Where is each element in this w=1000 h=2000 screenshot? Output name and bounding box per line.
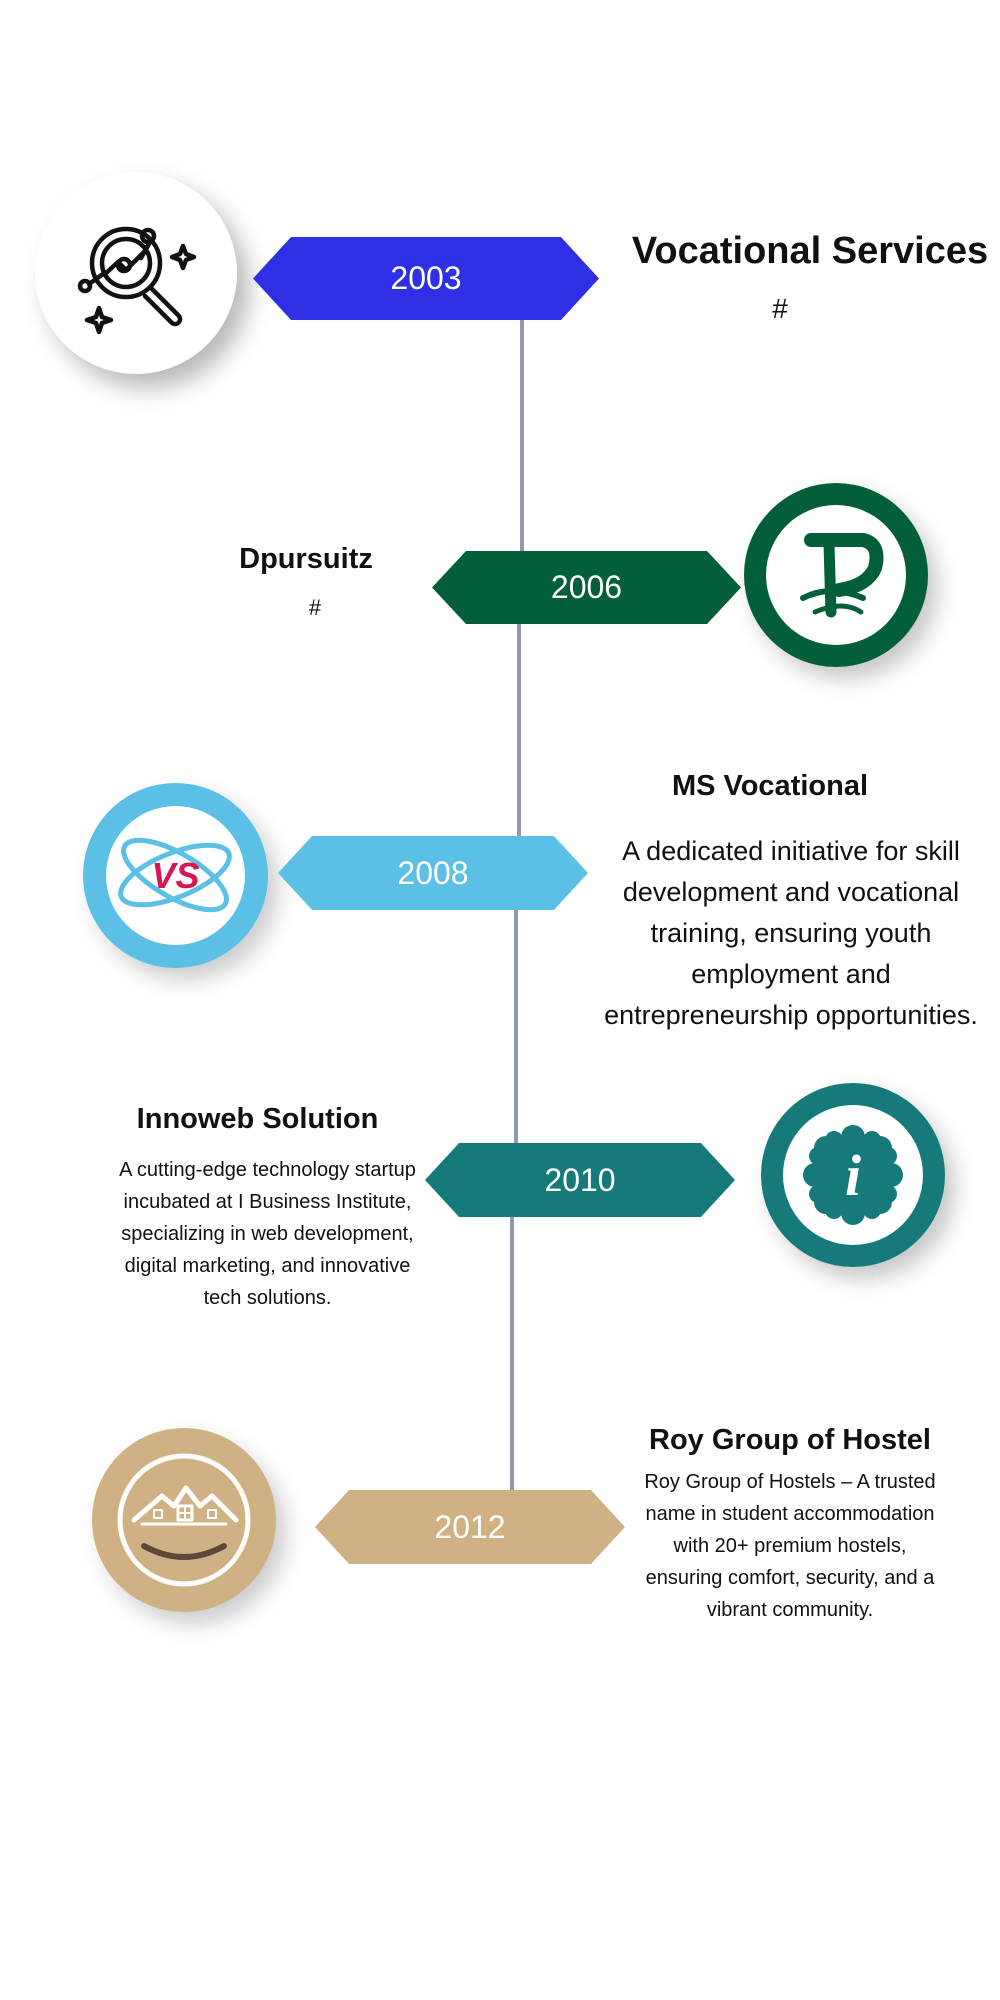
vs-logo-text: VS [151,854,200,896]
year-badge-2003: 2003 [253,237,599,320]
timeline-line-3 [514,908,518,1144]
info-letter: i [844,1142,862,1208]
year-label: 2003 [390,260,462,296]
year-label: 2008 [397,854,469,891]
entry-description: A dedicated initiative for skill develop… [604,836,978,1030]
entry-title-ms-vocational: MS Vocational [671,770,869,802]
entry-title-roy-group-of-hostel: Roy Group of Hostel [649,1424,931,1456]
houses-logo-icon [92,1428,276,1612]
entry-subtitle: # [308,595,322,620]
timeline-line-2 [517,622,521,846]
timeline-line-4 [510,1216,514,1492]
year-badge-2010: 2010 [425,1143,735,1217]
entry-subtitle: # [772,293,788,324]
vs-logo-icon: VS [83,783,268,968]
timeline-line-1 [520,318,524,558]
entry-description: A cutting-edge technology startup incuba… [119,1159,416,1309]
dp-logo-icon [744,483,928,667]
year-label: 2012 [434,1508,506,1545]
year-label: 2010 [544,1161,616,1198]
entry-title-vocational-services: Vocational Services [631,230,989,272]
entry-title-dpursuitz: Dpursuitz [239,543,373,575]
entry-description: Roy Group of Hostels – A trusted name in… [644,1471,936,1621]
year-badge-2006: 2006 [432,551,741,624]
info-flower-icon: i [761,1083,945,1267]
year-badge-2012: 2012 [315,1490,625,1564]
analytics-magnifier-icon [35,172,237,374]
year-label: 2006 [550,569,623,605]
year-badge-2008: 2008 [278,836,588,910]
entry-title-innoweb-solution: Innoweb Solution [136,1103,379,1135]
